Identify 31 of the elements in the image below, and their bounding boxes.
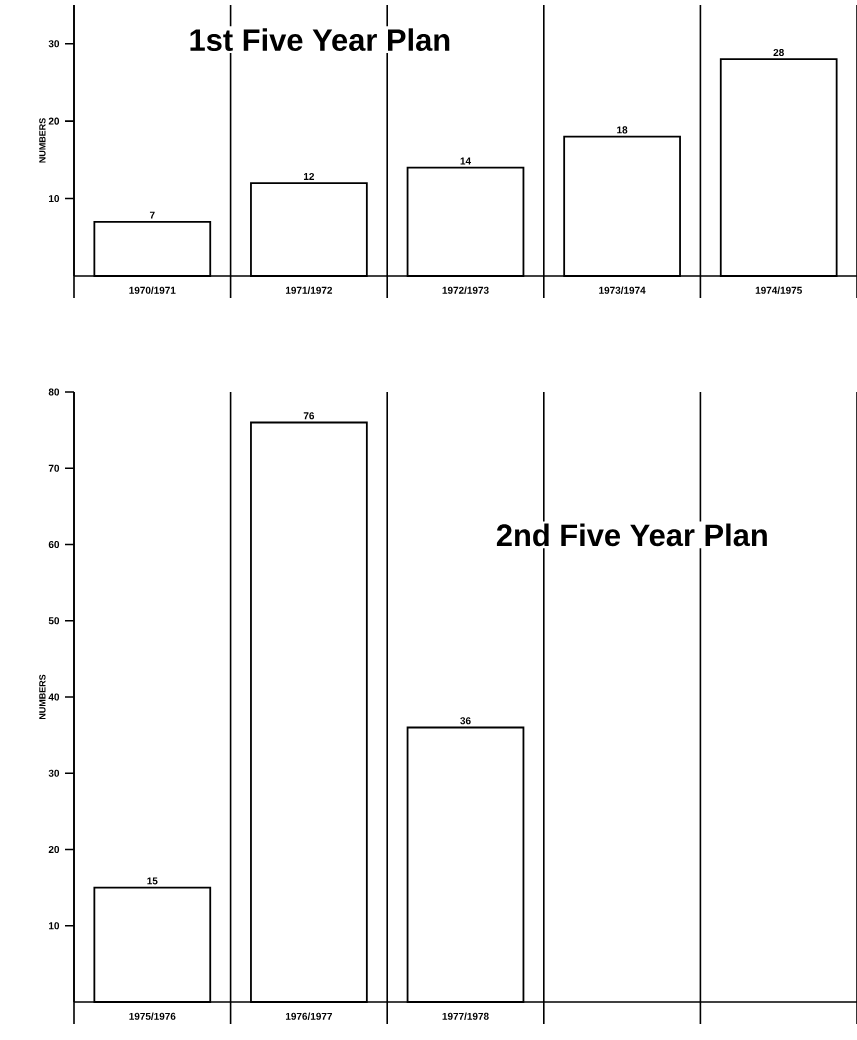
data-label: 18 — [617, 126, 628, 134]
x-tick-label: 1975/1976 — [129, 1012, 176, 1020]
data-label: 28 — [773, 48, 784, 56]
x-tick-label: 1977/1978 — [442, 1012, 489, 1020]
x-tick-label: 1973/1974 — [599, 286, 646, 294]
y-tick-label: 20 — [48, 845, 60, 854]
y-tick-label: 10 — [49, 922, 60, 930]
text: 2nd Five Year Plan — [496, 523, 767, 547]
y-tick-label: 10 — [49, 195, 60, 203]
y-tick-label: 80 — [48, 388, 60, 396]
data-label: 7 — [149, 211, 155, 219]
data-label: 14 — [460, 157, 471, 165]
y-tick-label: 20 — [48, 117, 60, 125]
data-label: 76 — [303, 412, 315, 420]
y-tick-label: 70 — [48, 464, 60, 472]
text: 1st Five Year Plan — [190, 28, 450, 51]
y-tick-label: 30 — [48, 40, 60, 48]
data-label: 12 — [303, 172, 315, 180]
y-tick-label: 30 — [48, 769, 60, 777]
y-tick-label: 50 — [48, 617, 60, 625]
y-axis-title: NUMBERS — [39, 118, 46, 163]
data-label: 36 — [460, 717, 471, 725]
x-tick-label: 1976/1977 — [285, 1012, 333, 1020]
y-tick-label: 60 — [48, 540, 60, 549]
x-tick-label: 1970/1971 — [129, 286, 176, 294]
x-tick-label: 1974/1975 — [755, 286, 802, 294]
y-tick-label: 40 — [48, 693, 60, 701]
data-label: 15 — [147, 877, 158, 885]
y-axis-title: NUMBERS — [39, 674, 46, 720]
x-tick-label: 1971/1972 — [285, 286, 333, 294]
x-tick-label: 1972/1973 — [442, 286, 489, 294]
